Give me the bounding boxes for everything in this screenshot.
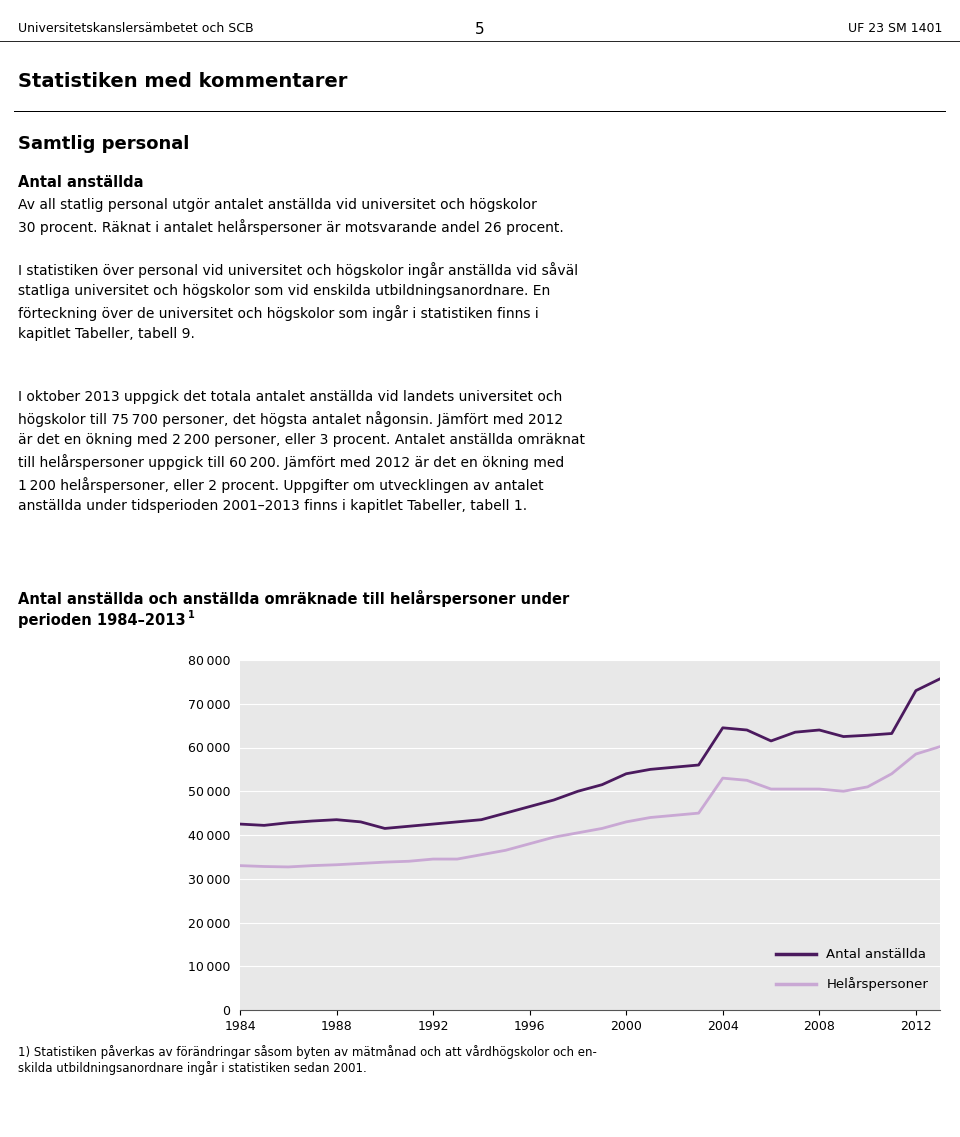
Text: 1) Statistiken påverkas av förändringar såsom byten av mätmånad och att vårdhögs: 1) Statistiken påverkas av förändringar …: [18, 1045, 597, 1059]
Text: perioden 1984–2013: perioden 1984–2013: [18, 613, 185, 628]
Text: I statistiken över personal vid universitet och högskolor ingår anställda vid så: I statistiken över personal vid universi…: [18, 262, 578, 341]
Text: Samtlig personal: Samtlig personal: [18, 135, 189, 153]
Text: 5: 5: [475, 22, 485, 38]
Text: I oktober 2013 uppgick det totala antalet anställda vid landets universitet och
: I oktober 2013 uppgick det totala antale…: [18, 390, 585, 513]
Legend: Antal anställda, Helårspersoner: Antal anställda, Helårspersoner: [771, 943, 933, 996]
Text: UF 23 SM 1401: UF 23 SM 1401: [848, 22, 942, 35]
Text: 1: 1: [188, 609, 195, 620]
Text: Av all statlig personal utgör antalet anställda vid universitet och högskolor
30: Av all statlig personal utgör antalet an…: [18, 198, 564, 235]
Text: skilda utbildningsanordnare ingår i statistiken sedan 2001.: skilda utbildningsanordnare ingår i stat…: [18, 1061, 367, 1074]
Text: Universitetskanslersämbetet och SCB: Universitetskanslersämbetet och SCB: [18, 22, 253, 35]
Text: Statistiken med kommentarer: Statistiken med kommentarer: [18, 72, 348, 91]
Text: Antal anställda: Antal anställda: [18, 175, 143, 190]
Text: Antal anställda och anställda omräknade till helårspersoner under: Antal anställda och anställda omräknade …: [18, 590, 569, 607]
